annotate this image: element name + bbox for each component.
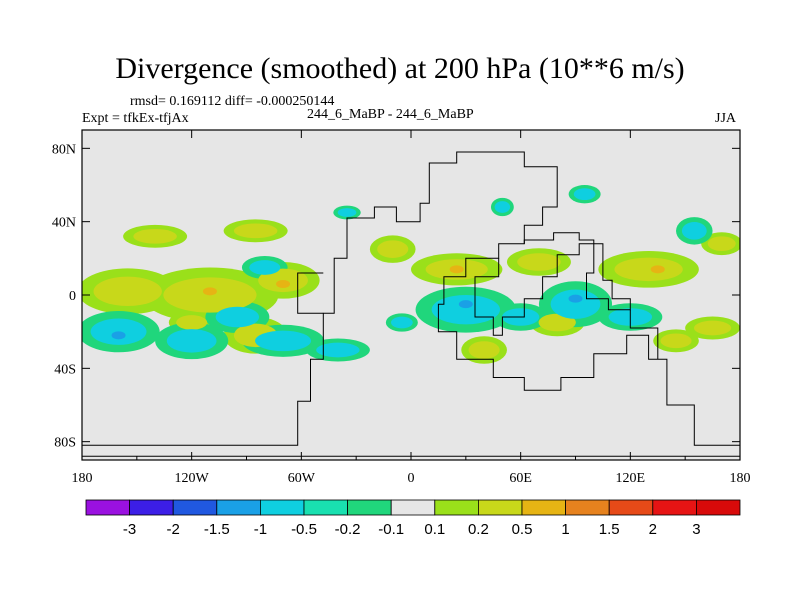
colorbar-label: 0.5 — [512, 521, 533, 538]
negative-mid — [316, 342, 360, 358]
colorbar-swatch — [477, 499, 523, 516]
boundary-line-0 — [82, 151, 740, 446]
negative-mid — [681, 222, 707, 240]
negative-mid — [494, 201, 511, 213]
colorbar-label: -0.2 — [335, 521, 361, 538]
expt-label: Expt = tfkEx-tfjAx — [82, 111, 189, 126]
colorbar-swatch — [521, 499, 566, 516]
colorbar-swatch — [608, 499, 654, 516]
colorbar-swatch — [652, 499, 697, 516]
colorbar-label: 1 — [561, 521, 569, 538]
strong-negative — [568, 294, 583, 303]
negative-mid — [249, 260, 281, 275]
colorbar-label: -0.1 — [378, 521, 404, 538]
positive-mid — [176, 315, 208, 330]
season-label: JJA — [715, 111, 737, 126]
colorbar-swatch — [172, 499, 218, 516]
negative-mid — [166, 329, 217, 353]
chart-title: Divergence (smoothed) at 200 hPa (10**6 … — [115, 52, 685, 85]
x-axis: 180 120W 60W 0 60E 120E 180 — [72, 130, 751, 486]
colorbar-label: 1.5 — [599, 521, 620, 538]
negative-mid — [431, 295, 501, 325]
positive-mid — [693, 320, 732, 336]
negative-mid — [255, 330, 312, 352]
negative-mid — [215, 306, 260, 328]
colorbar-label: 3 — [692, 521, 700, 538]
positive-mid — [517, 253, 561, 271]
colorbar-label: -1.5 — [204, 521, 230, 538]
y-axis: 80N 40N 0 40S 80S — [52, 142, 740, 451]
negative-mid — [337, 208, 357, 217]
colorbar-label: -1 — [254, 521, 267, 538]
colorbar-label: 0.2 — [468, 521, 489, 538]
colorbar-swatch — [129, 499, 174, 516]
positive-mid — [133, 229, 177, 244]
negative-mid — [390, 316, 413, 329]
colorbar-swatch — [216, 499, 261, 516]
colorbar-label: -0.5 — [291, 521, 317, 538]
colorbar-swatch — [303, 499, 348, 516]
colorbar-swatch — [347, 499, 392, 516]
colorbar-label: 2 — [649, 521, 657, 538]
strong-negative — [458, 300, 473, 309]
strong-positive — [202, 287, 217, 296]
strong-negative — [111, 331, 126, 340]
boundary-line-3 — [629, 309, 659, 360]
positive-mid — [468, 341, 500, 359]
positive-mid — [538, 313, 576, 332]
y-tick-label: 0 — [69, 289, 76, 304]
positive-mid — [660, 333, 692, 349]
y-tick-label: 80S — [54, 436, 76, 451]
positive-mid — [93, 276, 162, 307]
positive-mid — [614, 257, 683, 282]
positive-mid — [707, 236, 736, 252]
positive-mid — [233, 223, 278, 239]
colorbar-swatch — [259, 499, 305, 516]
stats-text: rmsd= 0.169112 diff= -0.000250144 — [130, 94, 335, 109]
strong-positive — [650, 265, 665, 274]
run-label: 244_6_MaBP - 244_6_MaBP — [307, 107, 474, 122]
x-tick-label: 120E — [616, 471, 646, 486]
negative-mid — [550, 289, 601, 319]
y-tick-label: 80N — [52, 142, 76, 157]
x-tick-label: 60E — [509, 471, 532, 486]
colorbar-label: -2 — [167, 521, 180, 538]
colorbar: -3 -2 -1.5 -1 -0.5 -0.2 -0.1 0.1 0.2 0.5 1 1.5 2 3 — [85, 499, 741, 538]
negative-mid — [573, 188, 596, 201]
boundary-line-2 — [297, 272, 324, 314]
x-tick-label: 180 — [730, 471, 751, 486]
colorbar-swatch — [85, 499, 130, 516]
positive-mid — [377, 240, 409, 258]
x-tick-label: 180 — [72, 471, 93, 486]
boundary-line-1 — [474, 232, 631, 336]
strong-positive — [449, 265, 464, 274]
x-tick-label: 120W — [175, 471, 210, 486]
colorbar-swatch — [565, 499, 610, 516]
x-tick-label: 60W — [288, 471, 316, 486]
colorbar-swatch — [390, 499, 436, 516]
colorbar-label: 0.1 — [424, 521, 445, 538]
colorbar-swatch — [434, 499, 479, 516]
contour-fields — [82, 185, 740, 364]
y-tick-label: 40S — [54, 362, 76, 377]
y-tick-label: 40N — [52, 216, 76, 231]
colorbar-swatch — [696, 499, 741, 516]
colorbar-label: -3 — [123, 521, 136, 538]
strong-positive — [276, 280, 291, 288]
x-tick-label: 0 — [408, 471, 415, 486]
